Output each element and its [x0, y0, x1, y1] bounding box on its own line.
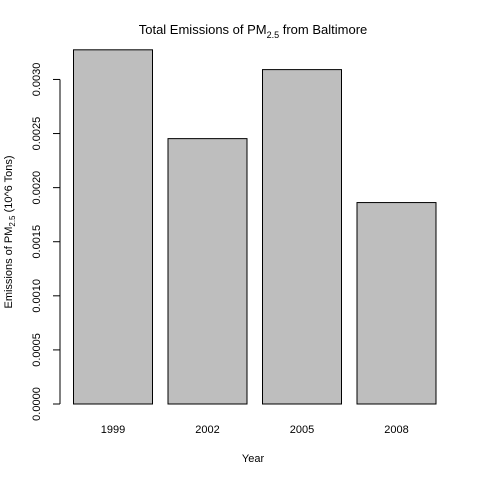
y-tick-label: 0.0010 — [31, 279, 43, 313]
y-tick-label: 0.0015 — [31, 225, 43, 259]
x-tick-label-2008: 2008 — [384, 424, 408, 436]
y-tick-label: 0.0000 — [31, 387, 43, 421]
bars-group — [73, 49, 437, 405]
bar-2002 — [167, 138, 248, 405]
y-axis-label: Emissions of PM2.5 (10^6 Tons) — [3, 155, 17, 308]
bar-2005 — [262, 69, 342, 405]
x-tick-label-2002: 2002 — [195, 424, 219, 436]
bar-1999 — [73, 49, 153, 405]
y-tick-label: 0.0025 — [31, 117, 43, 151]
y-tick-label: 0.0005 — [31, 333, 43, 367]
x-tick-label-1999: 1999 — [101, 424, 125, 436]
x-axis-tick-labels: 1999 2002 2005 2008 — [101, 424, 409, 436]
y-tick-label: 0.0030 — [31, 63, 43, 97]
x-tick-label-2005: 2005 — [290, 424, 314, 436]
y-tick-label: 0.0020 — [31, 171, 43, 205]
chart-title: Total Emissions of PM2.5 from Baltimore — [139, 22, 368, 40]
y-axis: 0.0000 0.0005 0.0010 0.0015 0.0020 0.0025 0.00… — [31, 63, 61, 421]
bar-2008 — [356, 202, 437, 405]
x-axis-label: Year — [242, 453, 265, 465]
